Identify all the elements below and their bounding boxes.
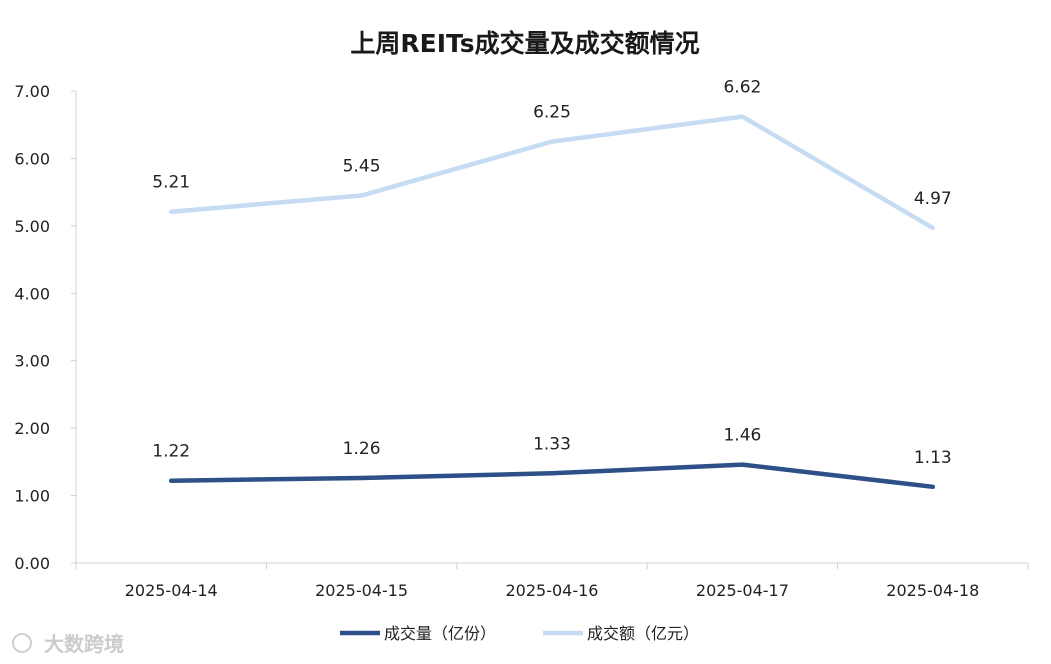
x-tick-label: 2025-04-15 (315, 581, 408, 600)
y-tick-label: 2.00 (14, 419, 50, 438)
y-tick-label: 4.00 (14, 284, 50, 303)
series-line-2 (168, 114, 936, 231)
watermark-logo-icon (12, 633, 32, 653)
chart-title: 上周REITs成交量及成交额情况 (350, 29, 699, 58)
data-label: 1.33 (533, 434, 571, 454)
legend-label-2: 成交额（亿元） (587, 624, 699, 643)
y-tick-label: 0.00 (14, 554, 50, 573)
data-labels: 1.22 1.26 1.33 1.46 1.13 5.21 5.45 6.25 6.62 4.97 (152, 78, 951, 468)
data-label: 4.97 (914, 189, 952, 209)
data-label: 5.45 (343, 157, 381, 177)
x-tick-label: 2025-04-18 (886, 581, 979, 600)
y-tick-label: 1.00 (14, 487, 50, 506)
x-tick-label: 2025-04-17 (696, 581, 789, 600)
watermark: 大数跨境 (12, 632, 124, 656)
data-label: 6.25 (533, 103, 571, 123)
data-label: 1.46 (723, 426, 761, 446)
legend: 成交量（亿份） 成交额（亿元） (340, 624, 699, 643)
axes: 0.00 1.00 2.00 3.00 4.00 5.00 6.00 7.00 2025-04-… (14, 82, 1029, 600)
series-line-1 (168, 462, 936, 490)
legend-label-1: 成交量（亿份） (384, 624, 496, 643)
data-label: 1.22 (152, 442, 190, 462)
y-tick-label: 5.00 (14, 217, 50, 236)
y-tick-label: 6.00 (14, 149, 50, 168)
x-tick-label: 2025-04-16 (506, 581, 599, 600)
y-tick-label: 7.00 (14, 82, 50, 101)
series-layer (168, 114, 936, 490)
data-label: 1.26 (343, 439, 381, 459)
data-label: 1.13 (914, 448, 952, 468)
data-label: 6.62 (723, 78, 761, 98)
x-tick-label: 2025-04-14 (125, 581, 218, 600)
watermark-text: 大数跨境 (44, 632, 124, 656)
y-tick-label: 3.00 (14, 352, 50, 371)
data-label: 5.21 (152, 173, 190, 193)
